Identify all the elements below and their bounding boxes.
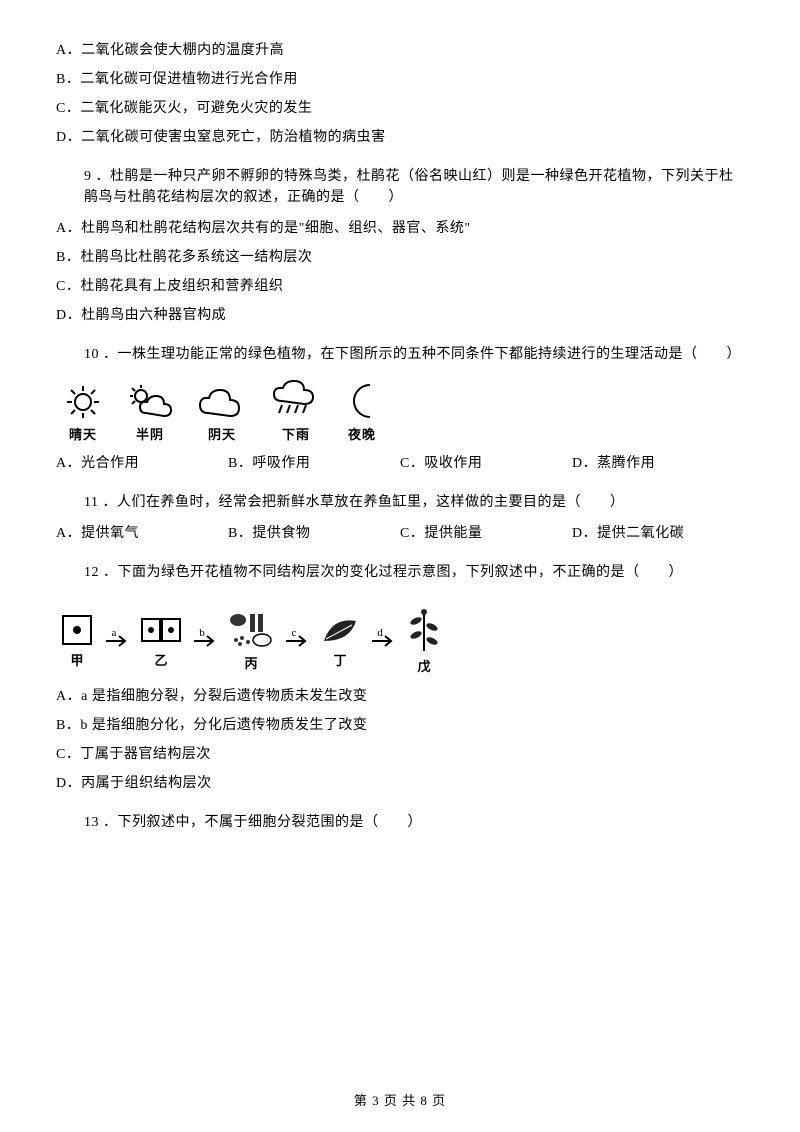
q10-fig-label-1: 半阴	[124, 425, 176, 445]
cloud-icon	[194, 383, 250, 421]
q10-figure-set: 晴天 半阴 阴天 下雨	[56, 379, 744, 445]
q12-fig-label-0: 甲	[60, 651, 94, 671]
partly-cloudy-icon	[124, 383, 176, 421]
q11-opt-c: C．提供能量	[400, 523, 572, 544]
q9-opt-d: D．杜鹃鸟由六种器官构成	[56, 305, 744, 326]
q12-fig-4: 戊	[406, 607, 442, 677]
q12-fig-label-2: 丙	[228, 654, 274, 674]
q8-opt-a: A．二氧化碳会使大棚内的温度升高	[56, 40, 744, 61]
q12-fig-label-1: 乙	[140, 651, 182, 671]
plant-icon	[406, 607, 442, 653]
q12-fig-1: 乙	[140, 613, 182, 671]
cell-single-icon	[60, 613, 94, 647]
q10-opt-a: A．光合作用	[56, 453, 228, 474]
arrow-d-icon: d	[370, 624, 396, 658]
q12-opt-a: A．a 是指细胞分裂，分裂后遗传物质未发生改变	[56, 686, 744, 707]
q12-fig-label-3: 丁	[320, 651, 360, 671]
arrow-d-label: d	[377, 627, 383, 639]
q12-fig-0: 甲	[60, 613, 94, 671]
q10-fig-label-0: 晴天	[60, 425, 106, 445]
q10-fig-sunny: 晴天	[60, 383, 106, 445]
q8-opt-b: B．二氧化碳可促进植物进行光合作用	[56, 69, 744, 90]
q10-stem: 10 ．一株生理功能正常的绿色植物，在下图所示的五种不同条件下都能持续进行的生理…	[56, 344, 744, 365]
q10-fig-rain: 下雨	[268, 379, 324, 445]
page-footer: 第 3 页 共 8 页	[0, 1091, 800, 1111]
q10-fig-label-4: 夜晚	[342, 425, 382, 445]
q10-opt-c: C．吸收作用	[400, 453, 572, 474]
q8-opt-c: C．二氧化碳能灭火，可避免火灾的发生	[56, 98, 744, 119]
q11-opt-a: A．提供氧气	[56, 523, 228, 544]
q9-stem: 9 ．杜鹃是一种只产卵不孵卵的特殊鸟类，杜鹃花（俗名映山红）则是一种绿色开花植物…	[56, 166, 744, 208]
q11-opt-d: D．提供二氧化碳	[572, 523, 744, 544]
leaf-icon	[320, 613, 360, 647]
moon-icon	[342, 381, 382, 421]
q13-stem: 13 ．下列叙述中，不属于细胞分裂范围的是（ ）	[56, 812, 744, 833]
q9-opt-c: C．杜鹃花具有上皮组织和营养组织	[56, 276, 744, 297]
q10-opt-d: D．蒸腾作用	[572, 453, 744, 474]
q8-opt-d: D．二氧化碳可使害虫窒息死亡，防治植物的病虫害	[56, 127, 744, 148]
q10-fig-label-3: 下雨	[268, 425, 324, 445]
q12-opt-c: C．丁属于器官结构层次	[56, 744, 744, 765]
q11-options: A．提供氧气 B．提供食物 C．提供能量 D．提供二氧化碳	[56, 523, 744, 544]
q9-opt-a: A．杜鹃鸟和杜鹃花结构层次共有的是"细胞、组织、器官、系统"	[56, 218, 744, 239]
arrow-a-icon: a	[104, 624, 130, 658]
q9-opt-b: B．杜鹃鸟比杜鹃花多系统这一结构层次	[56, 247, 744, 268]
rain-icon	[268, 379, 324, 421]
q10-fig-cloudy: 阴天	[194, 383, 250, 445]
q12-fig-label-4: 戊	[406, 657, 442, 677]
q12-stem: 12 ．下面为绿色开花植物不同结构层次的变化过程示意图，下列叙述中，不正确的是（…	[56, 562, 744, 583]
arrow-b-label: b	[199, 627, 205, 639]
q12-fig-2: 丙	[228, 610, 274, 674]
q11-stem: 11 ．人们在养鱼时，经常会把新鲜水草放在养鱼缸里，这样做的主要目的是（ ）	[56, 492, 744, 513]
sun-icon	[60, 383, 106, 421]
q11-opt-b: B．提供食物	[228, 523, 400, 544]
q12-opt-d: D．丙属于组织结构层次	[56, 773, 744, 794]
q10-options: A．光合作用 B．呼吸作用 C．吸收作用 D．蒸腾作用	[56, 453, 744, 474]
cells-two-icon	[140, 613, 182, 647]
q10-opt-b: B．呼吸作用	[228, 453, 400, 474]
q10-fig-night: 夜晚	[342, 381, 382, 445]
q12-fig-3: 丁	[320, 613, 360, 671]
q10-fig-partly: 半阴	[124, 383, 176, 445]
tissues-icon	[228, 610, 274, 650]
arrow-c-label: c	[292, 627, 297, 639]
arrow-a-label: a	[112, 627, 117, 639]
q12-opt-b: B．b 是指细胞分化，分化后遗传物质发生了改变	[56, 715, 744, 736]
arrow-b-icon: b	[192, 624, 218, 658]
arrow-c-icon: c	[284, 624, 310, 658]
q12-figure-set: 甲 a 乙 b 丙 c 丁 d	[56, 607, 744, 677]
q10-fig-label-2: 阴天	[194, 425, 250, 445]
